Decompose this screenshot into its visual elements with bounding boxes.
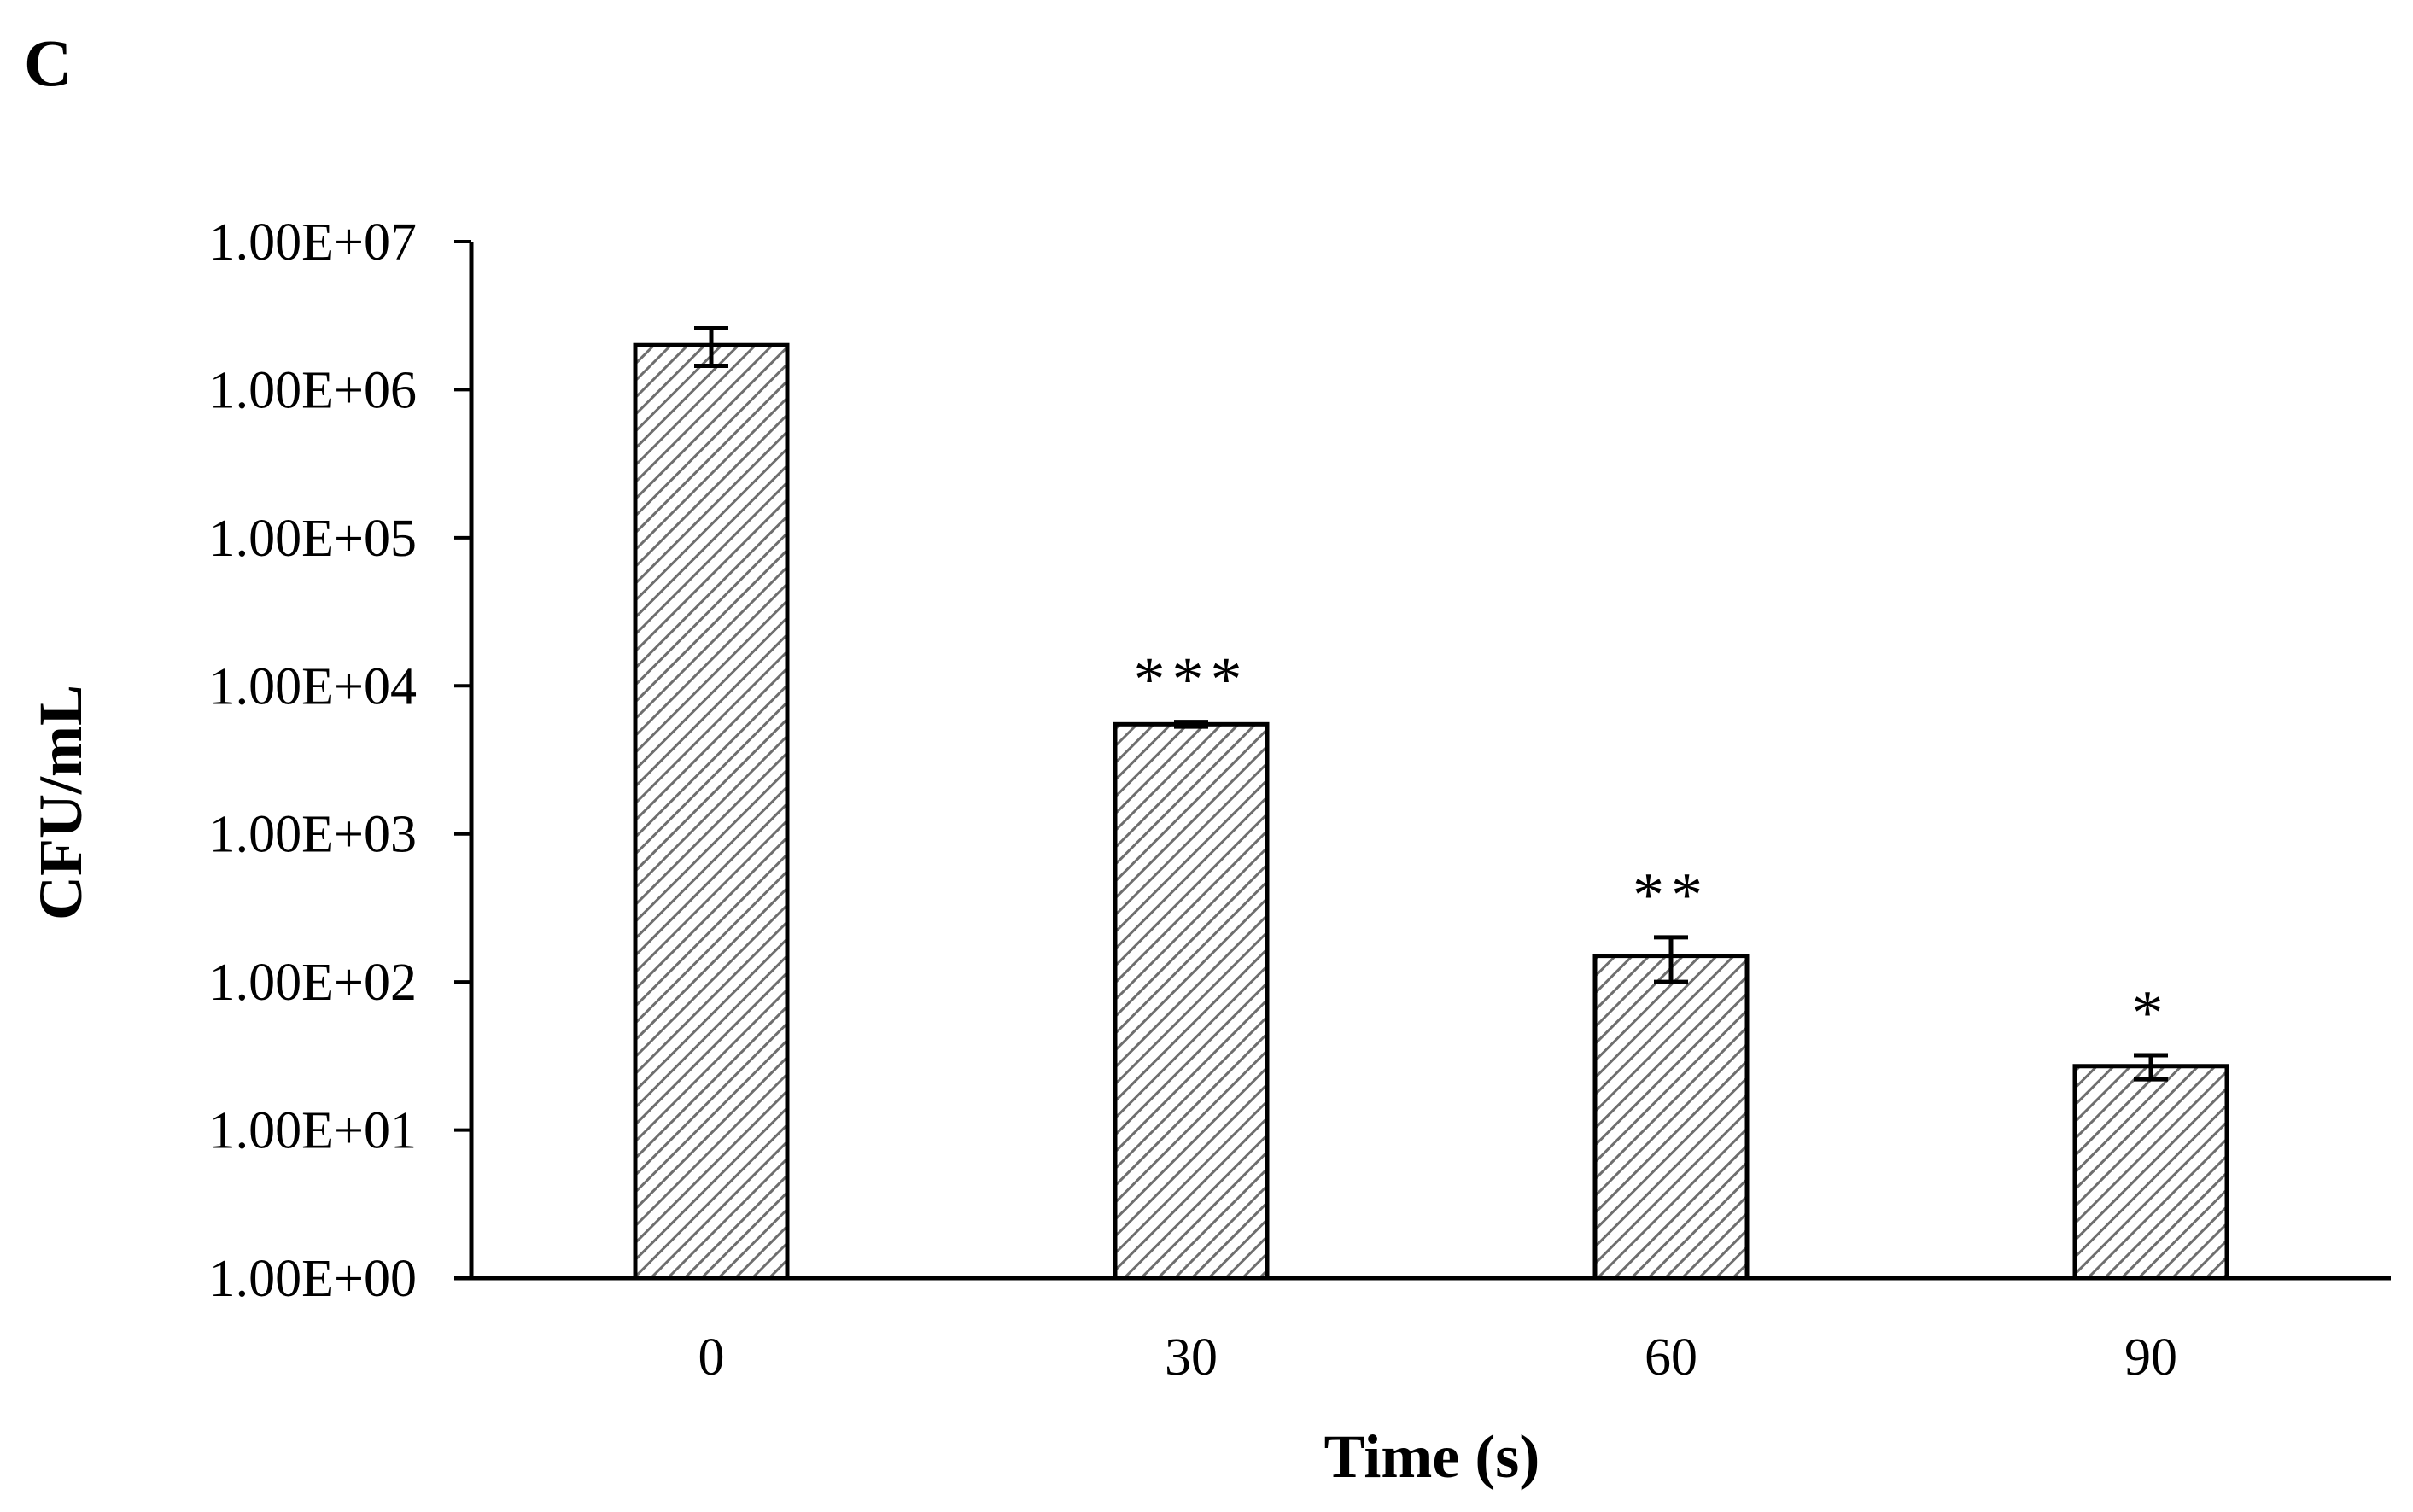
y-tick-label: 1.00E+02 (209, 954, 417, 1012)
y-axis-title: CFU/mL (26, 685, 95, 920)
bar (2072, 1064, 2229, 1281)
bar (1113, 721, 1270, 1281)
x-tick-label: 90 (2124, 1328, 2177, 1386)
x-axis-title: Time (s) (1324, 1422, 1540, 1491)
y-tick-label: 1.00E+01 (209, 1102, 417, 1160)
x-tick-label: 0 (698, 1328, 725, 1386)
y-tick-label: 1.00E+04 (209, 657, 417, 715)
significance-marker: ** (1633, 861, 1709, 931)
y-tick-label: 1.00E+00 (209, 1250, 417, 1308)
y-tick-label: 1.00E+07 (209, 213, 417, 271)
x-tick-label: 30 (1165, 1328, 1218, 1386)
bar (633, 342, 790, 1281)
significance-marker: *** (1134, 645, 1249, 715)
significance-marker: * (2132, 978, 2171, 1048)
plot-area: 1.00E+00 1.00E+01 1.00E+02 1.00E+03 1.00E+04… (209, 213, 2391, 1386)
bar (1592, 954, 1750, 1281)
y-tick-label: 1.00E+06 (209, 361, 417, 419)
panel-label: C (24, 26, 72, 100)
y-tick-label: 1.00E+05 (209, 510, 417, 568)
y-tick-label: 1.00E+03 (209, 806, 417, 864)
x-tick-label: 60 (1645, 1328, 1697, 1386)
